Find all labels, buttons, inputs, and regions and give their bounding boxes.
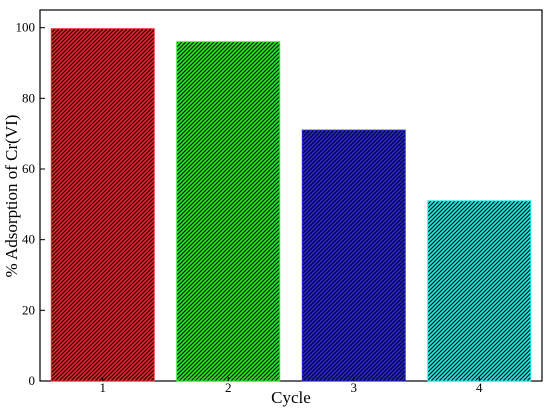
plot-frame: [39, 9, 543, 382]
x-tick-label: 3: [351, 380, 358, 395]
y-tick-label: 20: [22, 302, 35, 317]
y-tick-label: 40: [22, 232, 35, 247]
y-axis-title: % Adsorption of Cr(VI): [2, 115, 21, 278]
x-tick-label: 2: [225, 380, 232, 395]
y-tick-label: 0: [29, 373, 36, 388]
y-tick-label: 100: [16, 20, 36, 35]
y-axis: 0 20 40 60 80 100: [16, 20, 45, 388]
bar-cycle-2: [176, 41, 281, 382]
x-axis-title: Cycle: [271, 388, 311, 407]
y-tick-label: 60: [22, 161, 35, 176]
bars: [50, 28, 532, 382]
x-tick-label: 1: [100, 380, 107, 395]
x-tick-label: 4: [476, 380, 483, 395]
bar-cycle-4: [427, 200, 532, 382]
x-axis: 1 2 3 4: [100, 377, 483, 395]
bar-cycle-1: [50, 28, 155, 382]
bar-cycle-3: [301, 129, 406, 382]
y-tick-label: 80: [22, 90, 35, 105]
